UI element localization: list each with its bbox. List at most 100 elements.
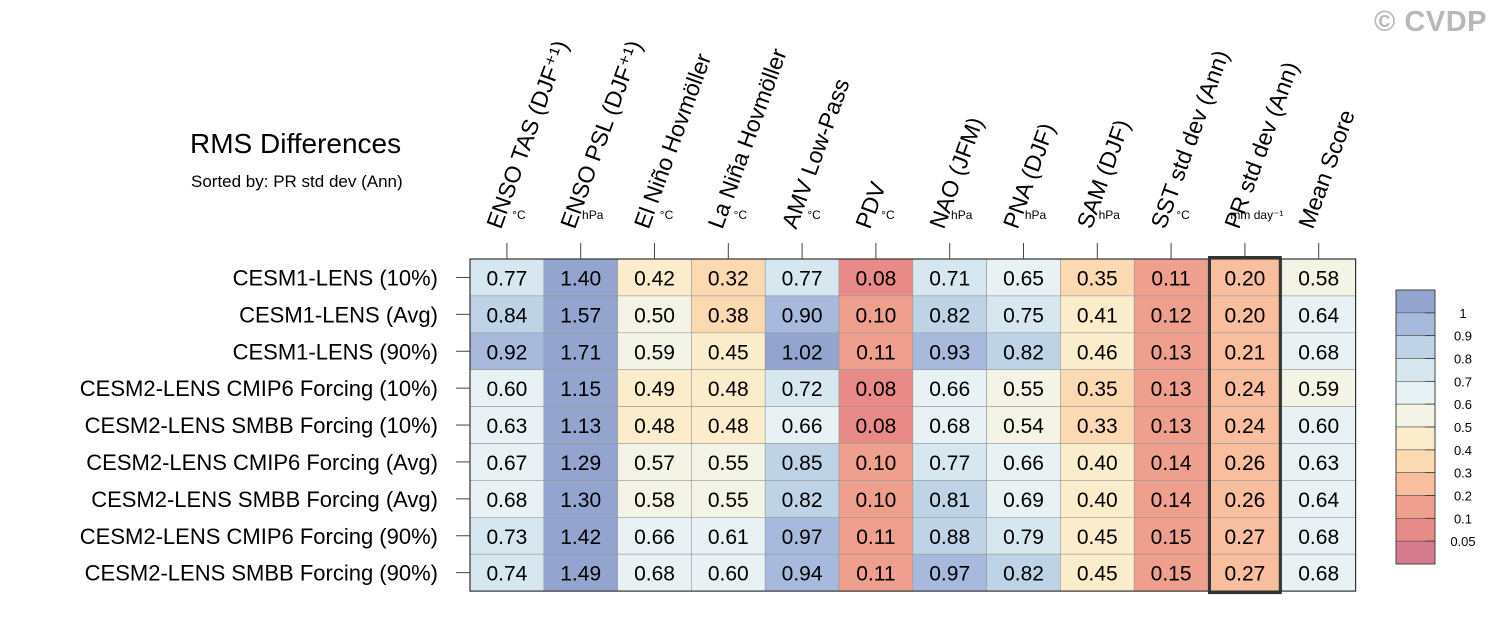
heatmap-cell	[838, 295, 914, 334]
heatmap-cell	[838, 369, 914, 407]
cell-value-label: 1.29	[560, 452, 601, 475]
cell-value-label: 0.59	[634, 341, 675, 364]
cell-value-label: 0.68	[1298, 563, 1339, 586]
cell-value-label: 0.94	[782, 563, 823, 586]
heatmap-cell	[1207, 443, 1283, 481]
heatmap-cell	[1207, 369, 1283, 407]
column-label: SST std dev (Ann)	[1145, 47, 1234, 232]
heatmap-cell	[838, 553, 914, 592]
heatmap-cell	[1060, 332, 1135, 370]
cell-value-label: 1.71	[560, 341, 601, 364]
cell-value-label: 0.60	[708, 563, 749, 586]
column-label: La Niña Hovmöller	[703, 45, 792, 232]
heatmap-cell	[986, 516, 1061, 555]
column-unit-label: °C	[1176, 208, 1190, 222]
heatmap-cell	[1281, 480, 1356, 518]
cell-value-label: 0.24	[1224, 378, 1265, 401]
heatmap-cell	[1207, 258, 1283, 297]
column-label: PDV	[850, 178, 891, 232]
column-label: PR std dev (Ann)	[1219, 58, 1303, 231]
column-label: Mean Score	[1293, 106, 1360, 231]
heatmap-cell	[617, 553, 692, 592]
heatmap-cell	[1207, 553, 1283, 592]
heatmap-cell	[912, 295, 987, 334]
cell-value-label: 0.68	[929, 415, 970, 438]
cell-value-label: 0.41	[1077, 304, 1118, 327]
heatmap-cell	[1133, 443, 1209, 481]
heatmap-cell	[1133, 406, 1209, 444]
heatmap-cell	[1133, 480, 1209, 518]
cell-value-label: 0.88	[929, 526, 970, 549]
colorbar-swatch	[1395, 426, 1436, 451]
row-label: CESM2-LENS CMIP6 Forcing (90%)	[80, 524, 438, 549]
cell-value-label: 0.72	[782, 378, 823, 401]
colorbar-swatch	[1395, 449, 1436, 473]
heatmap-cell	[1133, 553, 1209, 592]
cell-value-label: 0.11	[856, 526, 895, 549]
cell-value-label: 0.35	[1077, 267, 1118, 290]
cell-value-label: 0.55	[708, 452, 749, 475]
cell-value-label: 0.45	[708, 341, 749, 364]
cell-value-label: 0.79	[1003, 526, 1044, 549]
chart-subtitle: Sorted by: PR std dev (Ann)	[191, 172, 403, 191]
heatmap-cell	[543, 258, 618, 297]
cell-value-label: 0.45	[1077, 526, 1118, 549]
cell-value-label: 0.50	[634, 304, 675, 327]
cell-value-label: 0.13	[1151, 341, 1192, 364]
cell-value-label: 0.40	[1077, 452, 1118, 475]
cell-value-label: 0.12	[1151, 304, 1192, 327]
cell-value-label: 0.08	[855, 267, 896, 290]
column-unit-label: hPa	[1099, 208, 1121, 222]
heatmap-cell	[543, 369, 618, 407]
cell-value-label: 1.57	[560, 304, 601, 327]
cell-value-label: 0.60	[486, 378, 527, 401]
cell-value-label: 0.66	[1003, 452, 1044, 475]
cell-value-label: 0.27	[1224, 563, 1265, 586]
cell-value-label: 0.26	[1224, 452, 1265, 475]
heatmap-cell	[1207, 516, 1283, 555]
heatmap-cell	[469, 369, 545, 407]
colorbar-swatch	[1395, 495, 1436, 519]
cell-value-label: 0.66	[929, 378, 970, 401]
heatmap-cell	[469, 443, 545, 481]
column-label: ENSO PSL (DJF⁺¹)	[555, 37, 647, 232]
row-label: CESM1-LENS (10%)	[233, 265, 438, 290]
heatmap-cell	[764, 516, 840, 555]
cell-value-label: 0.14	[1151, 452, 1192, 475]
colorbar-swatch	[1395, 518, 1436, 542]
heatmap-cell	[543, 443, 618, 481]
heatmap-cell	[469, 406, 545, 444]
heatmap-cell	[986, 553, 1061, 592]
cell-value-label: 0.68	[634, 563, 675, 586]
heatmap-cell	[838, 406, 914, 444]
colorbar-swatch	[1395, 289, 1436, 314]
heatmap-cell	[1281, 258, 1356, 297]
cell-value-label: 0.49	[634, 378, 675, 401]
cell-value-label: 0.63	[1298, 452, 1339, 475]
heatmap-cell	[764, 295, 840, 334]
cell-value-label: 0.77	[782, 267, 823, 290]
heatmap-cell	[617, 295, 692, 334]
heatmap-cell	[986, 406, 1061, 444]
row-label: CESM2-LENS SMBB Forcing (Avg)	[91, 487, 438, 512]
colorbar-swatch	[1395, 381, 1436, 405]
cell-value-label: 0.46	[1077, 341, 1118, 364]
heatmap-cell	[1207, 480, 1283, 518]
column-label: ENSO TAS (DJF⁺¹)	[481, 37, 573, 232]
cell-value-label: 0.20	[1224, 267, 1265, 290]
cell-value-label: 0.13	[1151, 415, 1192, 438]
cell-value-label: 0.93	[929, 341, 970, 364]
heatmap-cell	[838, 332, 914, 370]
heatmap-cell	[1281, 516, 1356, 555]
cell-value-label: 0.11	[856, 563, 895, 586]
colorbar-tick-label: 0.05	[1450, 534, 1475, 549]
cell-value-label: 0.69	[1003, 489, 1044, 512]
heatmap-cell	[469, 295, 545, 334]
column-label: El Niño Hovmöller	[629, 50, 716, 232]
heatmap-cell	[1133, 332, 1209, 370]
cell-value-label: 1.15	[560, 378, 601, 401]
cell-value-label: 0.97	[782, 526, 823, 549]
cell-value-label: 0.67	[486, 452, 527, 475]
